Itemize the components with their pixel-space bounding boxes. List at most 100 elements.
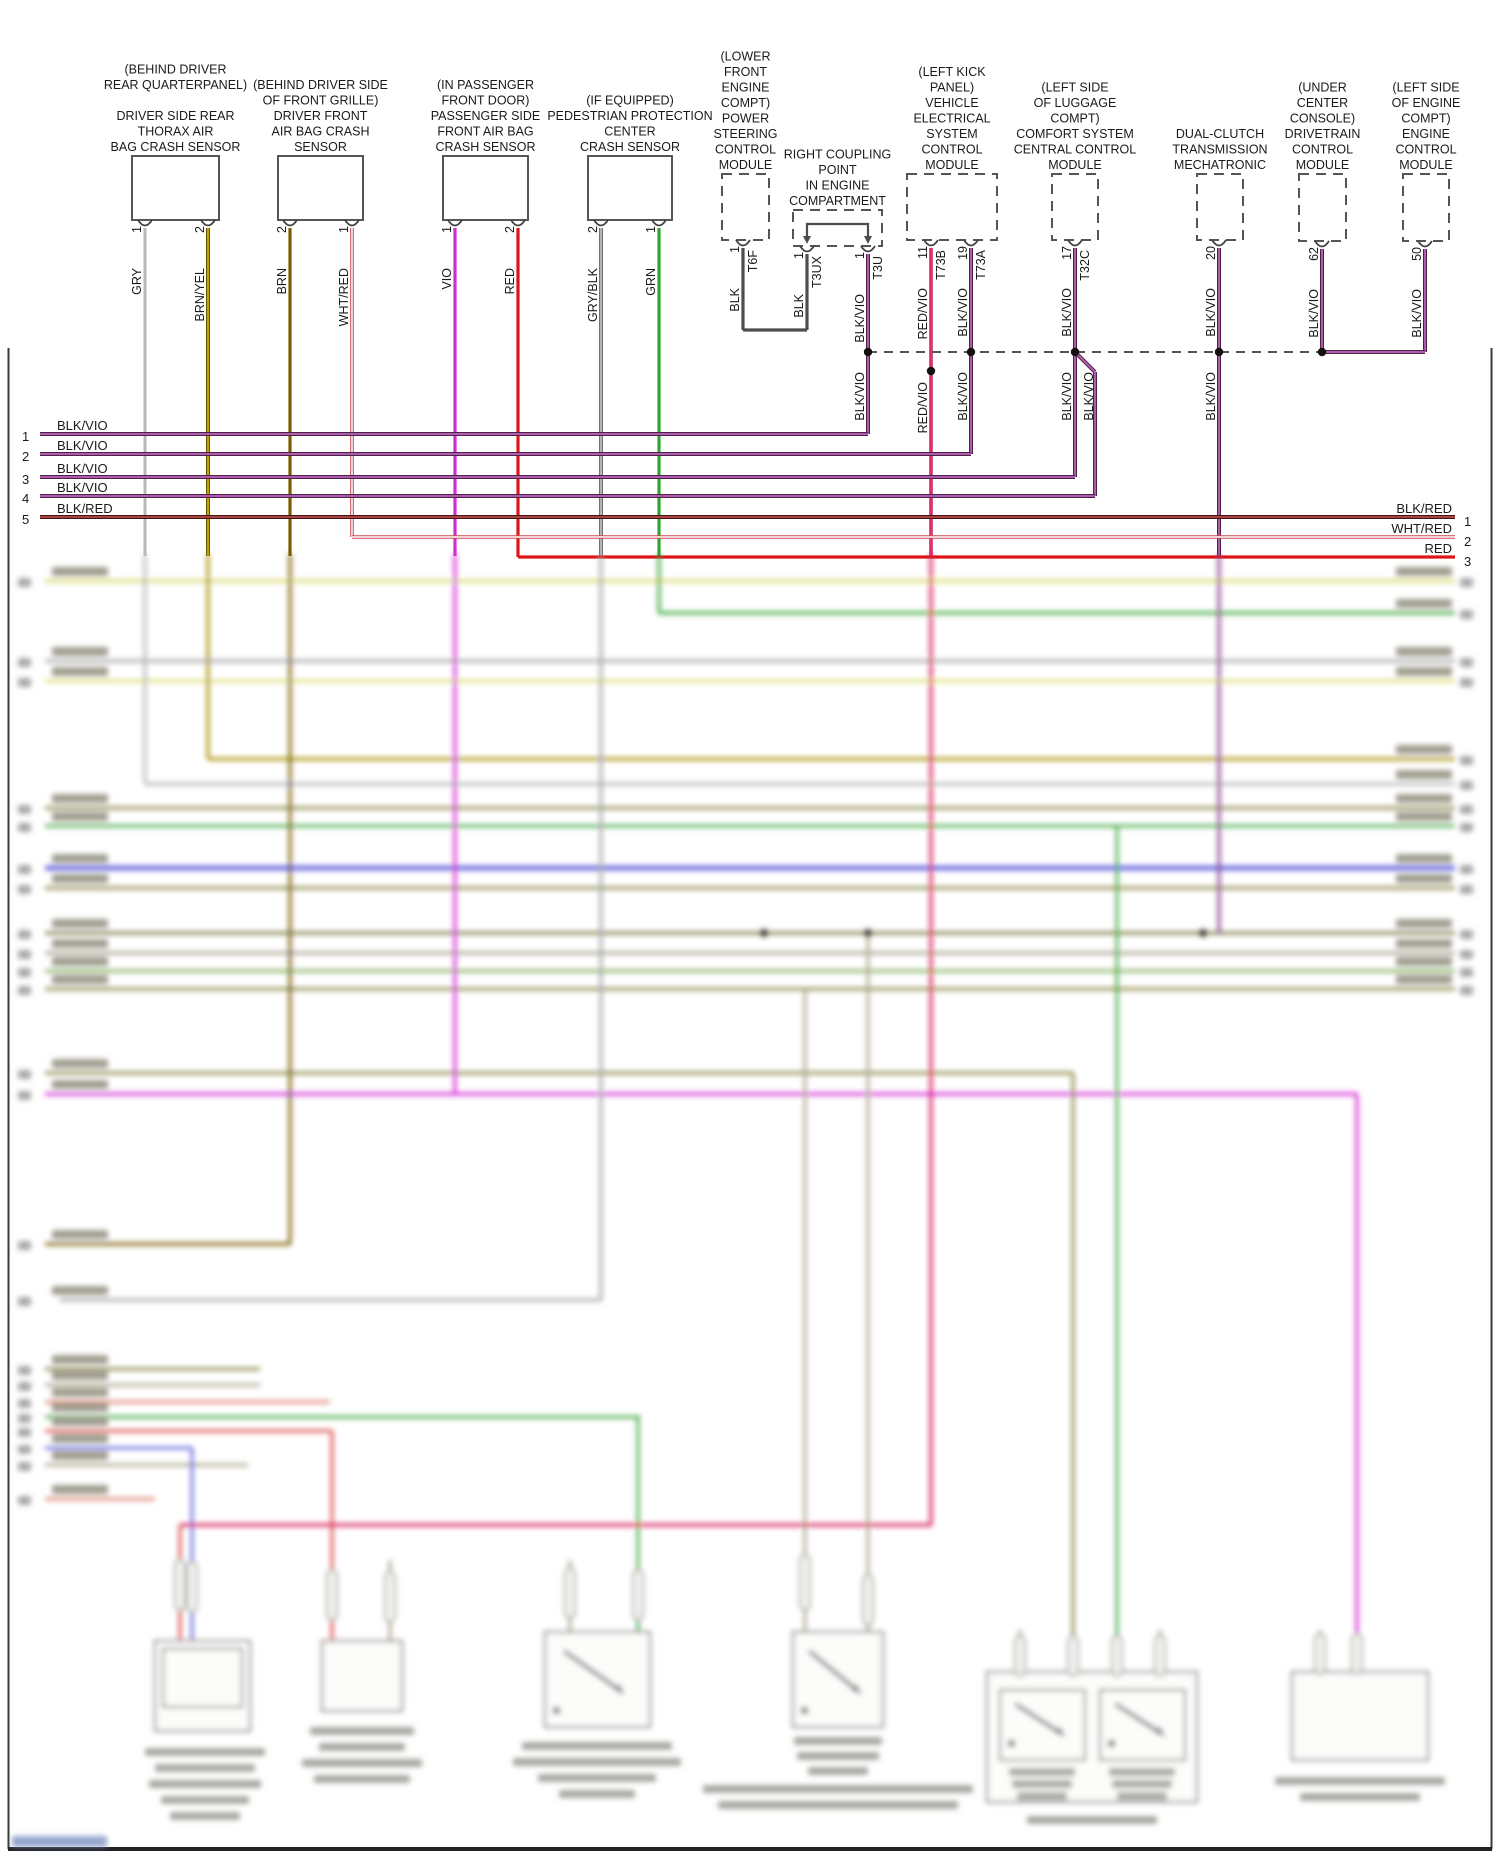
connector-oval: [1351, 1633, 1363, 1675]
blurred-wire-row: [18, 1230, 290, 1250]
pin-cup: [963, 239, 979, 247]
blurred-wire-row: [18, 647, 1473, 667]
module-label: CRASH SENSOR: [580, 140, 680, 154]
blurred-label-line: [797, 1752, 879, 1760]
watermark: [12, 1836, 107, 1847]
blurred-row-label: [52, 1403, 108, 1412]
pin-number: 17: [1060, 246, 1074, 260]
blurred-wire-row: [18, 667, 1473, 687]
pin-cup: [799, 245, 815, 253]
module-label: CONTROL: [1292, 143, 1353, 157]
wire-color-label: BLK/VIO: [1082, 372, 1096, 421]
blurred-row-number: [18, 930, 31, 939]
blurred-row-number: [18, 1462, 31, 1471]
module-box-dashed: [906, 173, 998, 241]
module-label: COMPARTMENT: [789, 194, 886, 208]
blurred-row-label: [52, 854, 108, 863]
module-label: ENGINE: [722, 81, 770, 95]
pin-number: 2: [586, 226, 600, 233]
pin-blk-vio: 50 BLK/VIO: [1410, 240, 1433, 352]
blurred-row-number: [1460, 986, 1473, 995]
wire-color-label: BLK/VIO: [853, 372, 867, 421]
pin-number: 1: [728, 246, 742, 253]
module-box-dashed: [1298, 173, 1347, 242]
blurred-wire-row: [18, 1403, 640, 1423]
module-label: FRONT: [724, 65, 767, 79]
blurred-wire-row: [18, 1286, 601, 1306]
blurred-label-line: [1109, 1768, 1175, 1776]
blurred-wire-row: [659, 599, 1473, 619]
blurred-row-number: [18, 678, 31, 687]
row-number: 5: [22, 512, 29, 527]
blurred-row-label: [52, 667, 108, 676]
blurred-row-label: [52, 1371, 108, 1380]
pin-t73a: 19 T73A BLK/VIO: [956, 239, 988, 454]
blurred-label-line: [513, 1758, 681, 1766]
blurred-row-label: [1396, 599, 1452, 608]
pin-cup: [200, 219, 216, 227]
bus-row-right-3: RED 3: [518, 541, 1471, 569]
blurred-label-line: [559, 1790, 635, 1798]
blurred-row-label: [52, 1417, 108, 1426]
switch-arrow-icon: [613, 1683, 625, 1695]
module-driver-front-airbag-crash-sensor: (BEHIND DRIVER SIDE OF FRONT GRILLE)DRIVE…: [253, 78, 388, 556]
blurred-label-line: [1275, 1777, 1445, 1785]
wire-color-label: WHT/RED: [337, 268, 351, 326]
module-label: OF FRONT GRILLE): [263, 94, 379, 108]
wire-color-label: BLK/VIO: [1060, 372, 1074, 421]
module-label: SENSOR: [294, 140, 347, 154]
module-box-dashed: [1402, 173, 1450, 242]
blurred-label-line: [1009, 1768, 1075, 1776]
blurred-row-number: [18, 578, 31, 587]
module-label: THORAX AIR: [138, 125, 214, 139]
pin-t3ux: 1 T3UX BLK: [792, 245, 824, 330]
junction-dot: [760, 929, 768, 937]
module-box-dashed: [1196, 173, 1244, 241]
wire-color-label: BRN: [275, 268, 289, 294]
module-label: PASSENGER SIDE: [431, 109, 541, 123]
blurred-label-line: [1117, 1792, 1167, 1800]
module-label: (LEFT SIDE: [1392, 81, 1459, 95]
module-label: CRASH SENSOR: [435, 140, 535, 154]
row-label: WHT/RED: [1391, 521, 1452, 536]
pin-number: 11: [916, 246, 930, 259]
module-label: MODULE: [1399, 158, 1452, 172]
blurred-row-label: [1396, 854, 1452, 863]
pin-number: 19: [956, 246, 970, 260]
blurred-row-label: [52, 1355, 108, 1364]
blurred-row-label: [52, 919, 108, 928]
blurred-row-label: [1396, 745, 1452, 754]
blurred-component-box: [1291, 1671, 1429, 1761]
module-label: COMPT): [1050, 112, 1099, 126]
pin-brn-yel: 2 BRN/YEL: [193, 219, 216, 556]
wire-color-label: BLK/VIO: [956, 288, 970, 337]
module-label: ELECTRICAL: [913, 112, 990, 126]
blurred-wire-row: [18, 1451, 248, 1471]
pin-gry: 1 GRY: [130, 219, 153, 556]
blurred-wire-row: [18, 919, 1473, 939]
module-label: COMFORT SYSTEM: [1016, 127, 1134, 141]
row-label: RED: [1425, 541, 1452, 556]
module-label: DRIVER SIDE REAR: [116, 109, 234, 123]
connector-oval: [326, 1569, 338, 1621]
blurred-row-number: [18, 1070, 31, 1079]
terminal-label: T3UX: [810, 255, 824, 288]
pin-number: 1: [337, 226, 351, 233]
module-label: IN ENGINE: [806, 179, 870, 193]
blurred-label-line: [794, 1737, 882, 1745]
connector-oval: [1314, 1633, 1326, 1675]
blurred-row-number: [18, 658, 31, 667]
terminal-label: T3U: [871, 256, 885, 280]
module-box: [131, 155, 220, 221]
blurred-wire-row: [18, 1434, 192, 1454]
blurred-row-number: [18, 1428, 31, 1437]
module-box: [442, 155, 529, 221]
blurred-row-number: [1460, 885, 1473, 894]
connector-oval: [1154, 1635, 1166, 1677]
blurred-label-line: [1300, 1793, 1420, 1801]
blurred-row-number: [18, 986, 31, 995]
module-label: TRANSMISSION: [1172, 143, 1267, 157]
module-label: MODULE: [1048, 158, 1101, 172]
